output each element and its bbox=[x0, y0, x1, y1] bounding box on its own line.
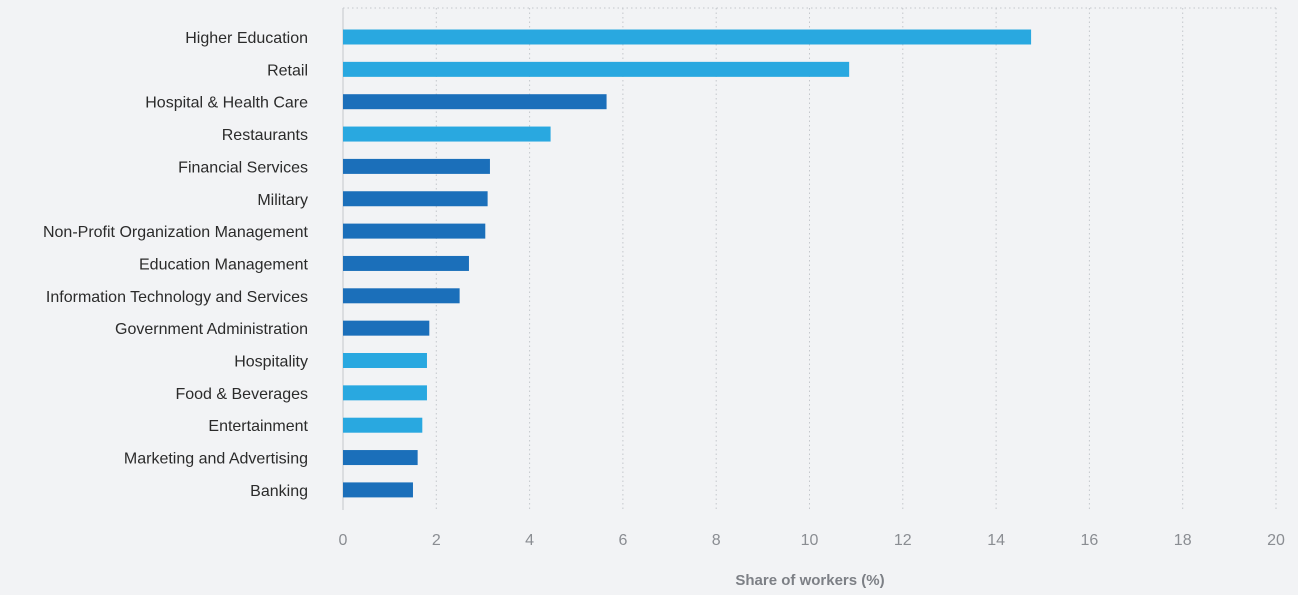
x-tick-label: 4 bbox=[525, 532, 534, 549]
x-tick-label: 20 bbox=[1267, 532, 1285, 549]
category-label: Retail bbox=[267, 62, 308, 79]
bar bbox=[343, 223, 486, 239]
x-tick-label: 12 bbox=[894, 532, 912, 549]
category-label: Non-Profit Organization Management bbox=[43, 224, 309, 241]
bar bbox=[343, 158, 490, 174]
bar bbox=[343, 61, 850, 77]
category-label: Entertainment bbox=[208, 418, 308, 435]
x-tick-label: 6 bbox=[618, 532, 627, 549]
category-labels: Higher Education Retail Hospital & Health … bbox=[43, 30, 309, 500]
bar bbox=[343, 385, 427, 401]
category-label: Marketing and Advertising bbox=[124, 451, 308, 468]
x-tick-labels: 0 2 4 6 8 10 12 14 16 18 20 bbox=[339, 532, 1285, 549]
category-label: Education Management bbox=[139, 256, 309, 273]
x-tick-label: 0 bbox=[339, 532, 348, 549]
category-label: Hospital & Health Care bbox=[145, 95, 308, 112]
bar bbox=[343, 29, 1032, 45]
bar bbox=[343, 255, 469, 271]
x-tick-label: 14 bbox=[987, 532, 1005, 549]
category-label: Financial Services bbox=[178, 159, 308, 176]
category-label: Military bbox=[257, 192, 308, 209]
bar bbox=[343, 320, 430, 336]
category-label: Restaurants bbox=[222, 127, 308, 144]
x-tick-label: 2 bbox=[432, 532, 441, 549]
bar bbox=[343, 191, 488, 207]
x-tick-label: 10 bbox=[801, 532, 819, 549]
category-label: Banking bbox=[250, 483, 308, 500]
x-tick-label: 8 bbox=[712, 532, 721, 549]
category-label: Food & Beverages bbox=[175, 386, 308, 403]
bar bbox=[343, 482, 413, 498]
category-label: Hospitality bbox=[234, 354, 308, 371]
x-tick-label: 16 bbox=[1081, 532, 1099, 549]
x-axis-title: Share of workers (%) bbox=[735, 572, 884, 589]
bar bbox=[343, 450, 418, 466]
category-label: Higher Education bbox=[185, 30, 308, 47]
x-tick-label: 18 bbox=[1174, 532, 1192, 549]
bar bbox=[343, 126, 551, 142]
bar bbox=[343, 417, 423, 433]
bar bbox=[343, 353, 427, 368]
category-label: Government Administration bbox=[115, 321, 308, 338]
gridlines bbox=[342, 7, 1277, 510]
bar bbox=[343, 94, 607, 110]
bar bbox=[343, 288, 460, 304]
bars bbox=[343, 29, 1032, 498]
category-label: Information Technology and Services bbox=[46, 289, 308, 306]
